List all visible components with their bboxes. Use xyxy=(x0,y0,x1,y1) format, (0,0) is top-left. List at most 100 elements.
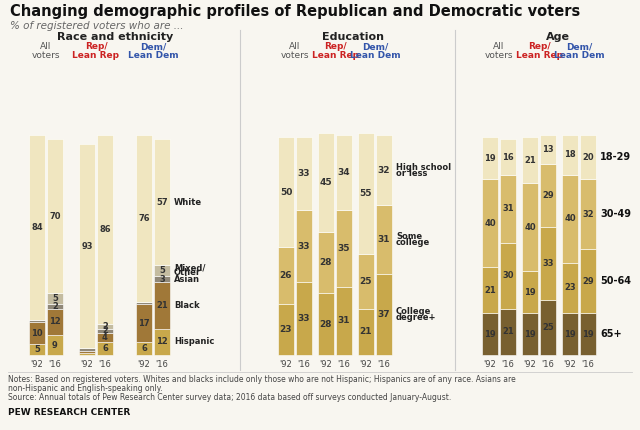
Text: 40: 40 xyxy=(524,223,536,232)
Bar xyxy=(580,313,596,355)
Bar xyxy=(336,210,352,287)
Bar xyxy=(47,293,63,304)
Bar xyxy=(278,247,294,304)
Text: 10: 10 xyxy=(31,329,43,338)
Text: Rep/: Rep/ xyxy=(528,42,550,51)
Text: White: White xyxy=(174,198,202,206)
Text: or less: or less xyxy=(396,169,428,178)
Text: 31: 31 xyxy=(338,316,350,326)
Text: 13: 13 xyxy=(542,145,554,154)
Bar xyxy=(79,144,95,348)
Text: '92: '92 xyxy=(81,360,93,369)
Bar xyxy=(97,135,113,324)
Text: 55: 55 xyxy=(360,189,372,198)
Text: % of registered voters who are ...: % of registered voters who are ... xyxy=(10,21,184,31)
Text: 25: 25 xyxy=(542,323,554,332)
Bar xyxy=(522,271,538,313)
Text: 21: 21 xyxy=(360,327,372,336)
Text: 57: 57 xyxy=(156,198,168,206)
Text: Notes: Based on registered voters. Whites and blacks include only those who are : Notes: Based on registered voters. White… xyxy=(8,375,516,384)
Bar xyxy=(522,137,538,184)
Bar xyxy=(562,175,578,263)
Text: 19: 19 xyxy=(484,330,496,338)
Text: 76: 76 xyxy=(138,214,150,223)
Text: '16: '16 xyxy=(156,360,168,369)
Text: Lean Rep: Lean Rep xyxy=(515,51,563,60)
Bar xyxy=(47,139,63,293)
Text: 28: 28 xyxy=(320,258,332,267)
Text: 84: 84 xyxy=(31,223,43,232)
Text: 33: 33 xyxy=(298,169,310,178)
Text: Source: Annual totals of Pew Research Center survey data; 2016 data based off su: Source: Annual totals of Pew Research Ce… xyxy=(8,393,451,402)
Bar xyxy=(29,135,45,320)
Text: Dem/: Dem/ xyxy=(566,42,592,51)
Text: 65+: 65+ xyxy=(600,329,621,339)
Bar xyxy=(358,309,374,355)
Text: College: College xyxy=(396,307,431,316)
Text: 5: 5 xyxy=(34,345,40,354)
Bar xyxy=(97,342,113,355)
Text: 45: 45 xyxy=(320,178,332,187)
Bar xyxy=(358,133,374,254)
Text: '16: '16 xyxy=(298,360,310,369)
Bar xyxy=(482,313,498,355)
Bar xyxy=(154,276,170,283)
Text: 93: 93 xyxy=(81,242,93,251)
Bar xyxy=(318,133,334,232)
Text: Rep/: Rep/ xyxy=(324,42,346,51)
Text: '16: '16 xyxy=(502,360,515,369)
Text: '16: '16 xyxy=(541,360,554,369)
Text: '92: '92 xyxy=(524,360,536,369)
Text: 34: 34 xyxy=(338,168,350,177)
Bar xyxy=(47,304,63,309)
Text: 32: 32 xyxy=(378,166,390,175)
Bar xyxy=(500,139,516,175)
Bar xyxy=(562,313,578,355)
Text: 86: 86 xyxy=(99,225,111,234)
Text: 21: 21 xyxy=(524,156,536,165)
Text: college: college xyxy=(396,238,430,247)
Bar xyxy=(47,335,63,355)
Text: '16: '16 xyxy=(49,360,61,369)
Bar xyxy=(29,344,45,355)
Text: 40: 40 xyxy=(564,214,576,223)
Text: All: All xyxy=(289,42,301,51)
Text: 50: 50 xyxy=(280,188,292,197)
Text: 5: 5 xyxy=(52,295,58,304)
Text: '16: '16 xyxy=(378,360,390,369)
Text: 33: 33 xyxy=(298,242,310,251)
Bar xyxy=(376,135,392,206)
Bar xyxy=(296,283,312,355)
Bar xyxy=(296,137,312,210)
Text: voters: voters xyxy=(32,51,60,60)
Text: 21: 21 xyxy=(502,327,514,336)
Text: non-Hispanic and English-speaking only.: non-Hispanic and English-speaking only. xyxy=(8,384,163,393)
Bar xyxy=(500,243,516,309)
Text: 26: 26 xyxy=(280,271,292,280)
Text: 4: 4 xyxy=(102,333,108,342)
Text: 33: 33 xyxy=(298,314,310,323)
Text: '16: '16 xyxy=(337,360,351,369)
Text: '92: '92 xyxy=(564,360,577,369)
Bar xyxy=(336,135,352,210)
Bar xyxy=(540,135,556,163)
Text: '92: '92 xyxy=(280,360,292,369)
Text: 50-64: 50-64 xyxy=(600,276,631,286)
Text: 30-49: 30-49 xyxy=(600,209,631,219)
Text: All: All xyxy=(493,42,505,51)
Text: '16: '16 xyxy=(99,360,111,369)
Text: '92: '92 xyxy=(138,360,150,369)
Text: 19: 19 xyxy=(582,330,594,338)
Text: 33: 33 xyxy=(542,259,554,268)
Bar xyxy=(296,210,312,283)
Bar xyxy=(540,163,556,227)
Bar xyxy=(482,179,498,267)
Bar xyxy=(376,273,392,355)
Bar xyxy=(154,329,170,355)
Bar xyxy=(97,333,113,342)
Text: 6: 6 xyxy=(102,344,108,353)
Text: 16: 16 xyxy=(502,153,514,162)
Text: 18-29: 18-29 xyxy=(600,152,631,162)
Text: Lean Rep: Lean Rep xyxy=(72,51,120,60)
Bar xyxy=(79,353,95,355)
